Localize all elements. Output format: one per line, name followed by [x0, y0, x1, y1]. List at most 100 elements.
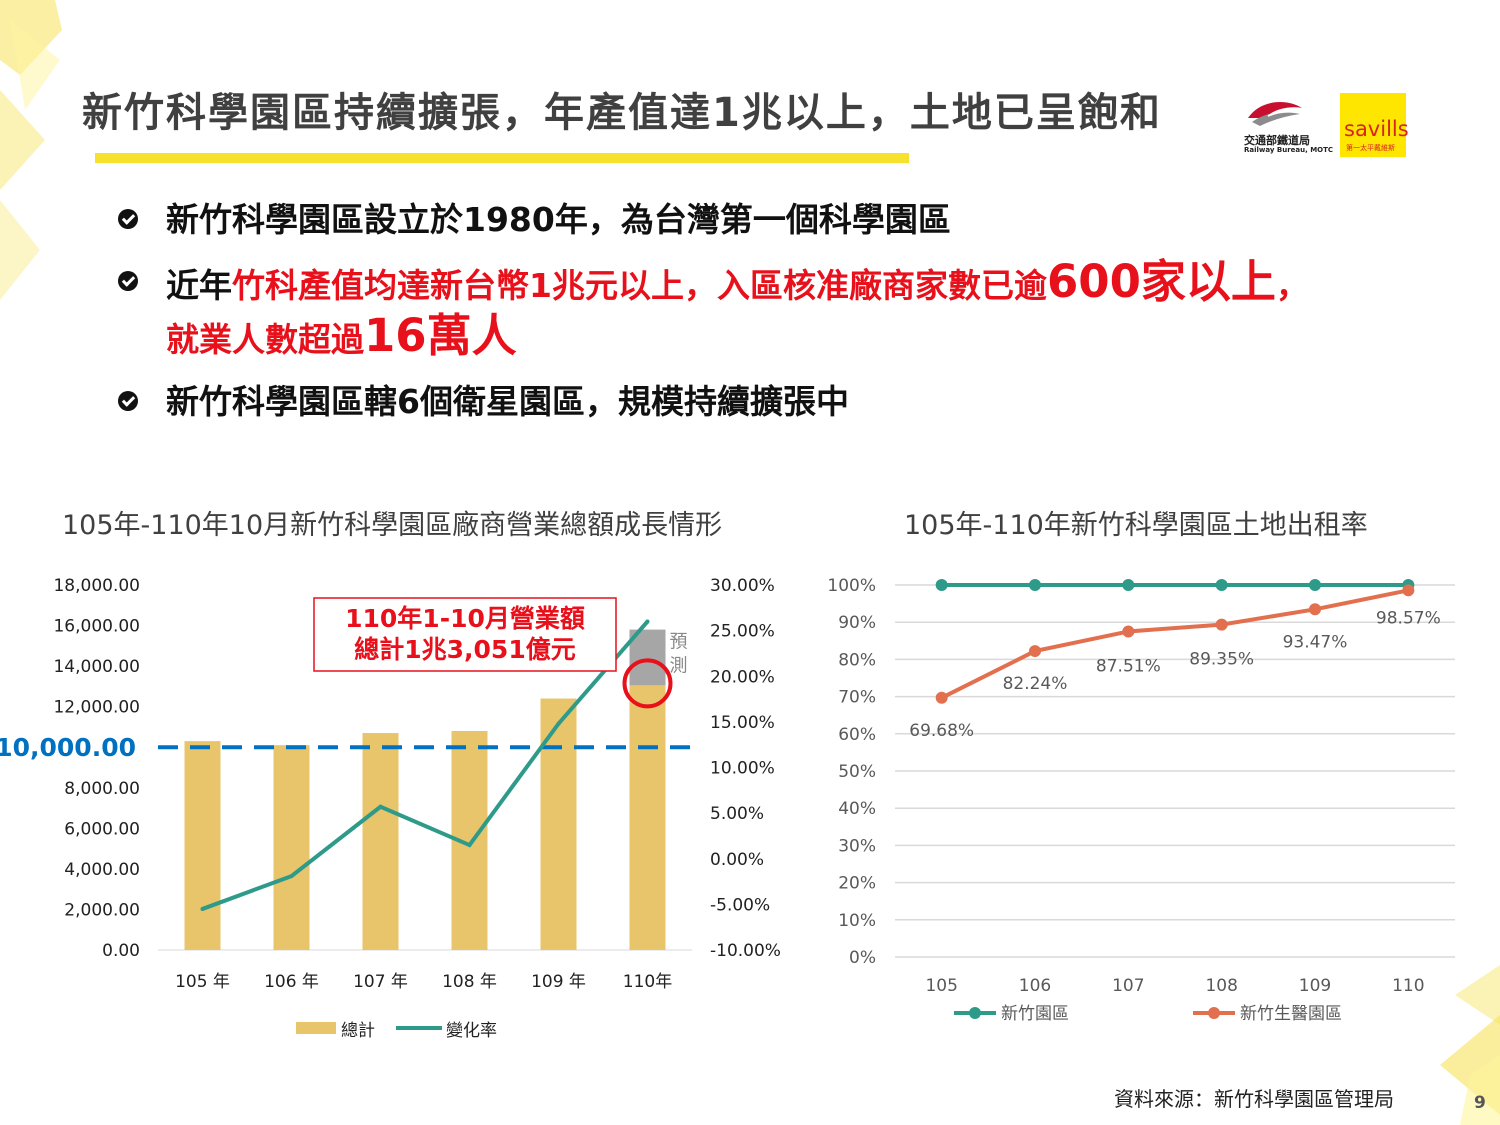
x-tick-label: 106 年 — [264, 972, 319, 992]
y-left-tick-label: 0.00 — [102, 941, 140, 961]
bullet-text: 新竹科學園區轄6個衛星園區，規模持續擴張中 — [166, 382, 849, 421]
y-right-tick-label: 30.00% — [710, 576, 775, 596]
data-label: 98.57% — [1376, 608, 1441, 628]
y-tick-label: 90% — [838, 613, 876, 633]
check-circle-icon — [118, 209, 138, 229]
series-point — [1402, 584, 1415, 597]
y-tick-label: 80% — [838, 650, 876, 670]
bullet-list: 新竹科學園區設立於1980年，為台灣第一個科學園區 近年竹科產值均達新台幣1兆元… — [118, 195, 1458, 439]
bullet-comma: ， — [1275, 266, 1309, 305]
bar-total — [184, 741, 221, 950]
legend-marker — [969, 1007, 981, 1019]
x-tick-label: 108 年 — [442, 972, 497, 992]
y-left-tick-label: 14,000.00 — [53, 657, 140, 677]
motc-name-en: Railway Bureau, MOTC — [1244, 146, 1334, 154]
revenue-chart-title: 105年-110年10月新竹科學園區廠商營業總額成長情形 — [62, 510, 723, 541]
forecast-label: 預 — [670, 632, 688, 653]
bullet-highlight: 就業人數超過 — [166, 320, 364, 359]
x-tick-label: 110年 — [623, 972, 672, 992]
bullet-item-output: 近年竹科產值均達新台幣1兆元以上，入區核准廠商家數已逾600家以上， 就業人數超… — [118, 257, 1458, 365]
data-label: 93.47% — [1283, 632, 1348, 652]
y-tick-label: 70% — [838, 688, 876, 708]
bar-total — [629, 685, 666, 950]
y-left-tick-label: 6,000.00 — [64, 819, 140, 839]
data-label: 87.51% — [1096, 656, 1161, 676]
y-tick-label: 100% — [827, 576, 876, 596]
data-source: 資料來源：新竹科學園區管理局 — [1114, 1087, 1394, 1111]
occupancy-chart: 0% 10% 20% 30% 40% 50% 60% 70% 80% 90% 100% 105 106 1… — [827, 576, 1455, 1024]
series-point — [1309, 603, 1321, 616]
occupancy-chart-title: 105年-110年新竹科學園區土地出租率 — [904, 510, 1368, 541]
forecast-label: 測 — [670, 656, 688, 677]
y-right-tick-label: -5.00% — [710, 895, 770, 915]
reference-line-label: 10,000.00 — [0, 733, 136, 762]
y-tick-label: 20% — [838, 874, 876, 894]
check-circle-icon — [118, 271, 138, 291]
annotation-line: 總計1兆3,051億元 — [354, 635, 575, 664]
y-tick-label: 30% — [838, 836, 876, 856]
series-point — [1215, 618, 1228, 631]
series-line — [940, 588, 1409, 700]
y-right-tick-label: 20.00% — [710, 667, 775, 687]
x-tick-label: 108 — [1205, 976, 1237, 996]
y-left-tick-label: 8,000.00 — [64, 779, 140, 799]
check-circle-icon — [118, 391, 138, 411]
annotation-line: 110年1-10月營業額 — [345, 604, 585, 633]
x-tick-label: 107 年 — [353, 972, 408, 992]
train-icon — [1248, 102, 1302, 126]
annotation-box — [313, 597, 617, 672]
bullet-item-founded: 新竹科學園區設立於1980年，為台灣第一個科學園區 — [118, 195, 1458, 245]
line-change-rate — [201, 620, 650, 911]
revenue-chart: 0.00 2,000.00 4,000.00 6,000.00 8,000.00 12,0… — [0, 576, 781, 1041]
y-right-tick-label: 25.00% — [710, 622, 775, 642]
title-underline — [95, 153, 909, 163]
highlight-circle — [622, 658, 673, 709]
corner-decoration — [0, 0, 62, 300]
series-point — [1215, 579, 1228, 591]
x-tick-label: 109 — [1299, 976, 1331, 996]
bullet-item-satellite: 新竹科學園區轄6個衛星園區，規模持續擴張中 — [118, 377, 1458, 427]
x-tick-label: 110 — [1392, 976, 1424, 996]
line-point — [378, 804, 383, 809]
y-tick-label: 0% — [849, 948, 876, 968]
y-right-tick-label: 0.00% — [710, 850, 764, 870]
y-left-tick-label: 18,000.00 — [53, 576, 140, 596]
y-tick-label: 40% — [838, 799, 876, 819]
series-point — [1122, 625, 1135, 638]
legend-label: 新竹園區 — [1001, 1004, 1069, 1024]
bullet-highlight: 竹科產值均達新台幣1兆元以上，入區核准廠商家數已逾 — [232, 266, 1047, 305]
bullet-text: 新竹科學園區設立於1980年，為台灣第一個科學園區 — [166, 200, 951, 239]
y-tick-label: 10% — [838, 911, 876, 931]
legend-label: 總計 — [341, 1021, 375, 1041]
legend-label: 新竹生醫園區 — [1240, 1004, 1342, 1024]
y-left-tick-label: 16,000.00 — [53, 617, 140, 637]
bar-total — [273, 745, 310, 950]
x-tick-label: 109 年 — [531, 972, 586, 992]
y-tick-label: 50% — [838, 762, 876, 782]
company-count: 600家以上 — [1046, 255, 1276, 308]
y-left-tick-label: 2,000.00 — [64, 900, 140, 920]
legend-swatch-total — [296, 1022, 336, 1034]
line-point — [289, 874, 294, 879]
data-label: 82.24% — [1003, 674, 1068, 694]
x-tick-label: 105 — [925, 976, 957, 996]
series-point — [1029, 579, 1041, 591]
y-right-tick-label: -10.00% — [710, 941, 781, 961]
forecast-bar — [629, 629, 666, 686]
x-tick-label: 105 年 — [175, 972, 230, 992]
line-point — [645, 619, 650, 624]
series-point — [1309, 579, 1321, 591]
savills-logo: savills 第一太平戴維斯 — [1340, 93, 1409, 157]
page-title: 新竹科學園區持續擴張，年產值達1兆以上，土地已呈飽和 — [82, 90, 1162, 136]
savills-tagline: 第一太平戴維斯 — [1346, 144, 1395, 152]
legend-marker — [1208, 1007, 1220, 1019]
line-point — [556, 721, 561, 726]
series-point — [935, 579, 948, 591]
legend-label: 變化率 — [446, 1021, 497, 1041]
savills-wordmark: savills — [1344, 117, 1409, 141]
page-number: 9 — [1474, 1093, 1486, 1113]
data-label: 89.35% — [1189, 650, 1254, 670]
y-right-tick-label: 15.00% — [710, 713, 775, 733]
y-right-tick-label: 5.00% — [710, 804, 764, 824]
bullet-text: 近年 — [166, 266, 232, 305]
